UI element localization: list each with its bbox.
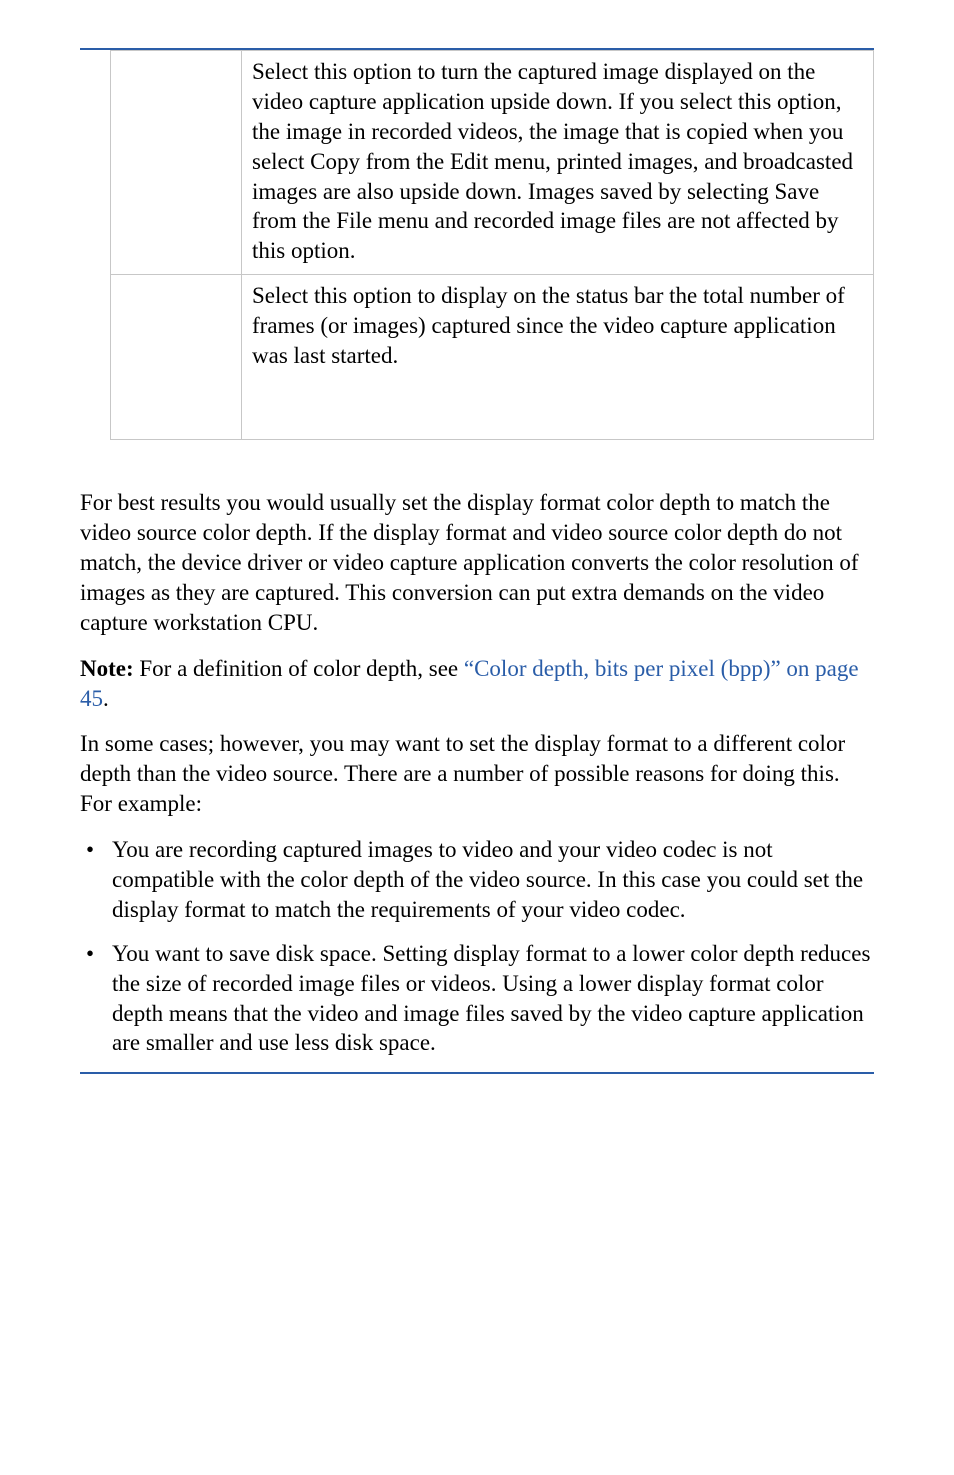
list-item: You are recording captured images to vid… [80,835,874,925]
note-text-after: . [103,686,109,711]
list-item: You want to save disk space. Setting dis… [80,939,874,1059]
table-cell-label [111,275,242,440]
page: Select this option to turn the captured … [0,0,954,1475]
bottom-rule [80,1072,874,1074]
table-row: Select this option to display on the sta… [111,275,874,440]
note-label: Note: [80,656,134,681]
note-paragraph: Note: For a definition of color depth, s… [80,654,874,714]
bullet-list: You are recording captured images to vid… [80,835,874,1058]
table-cell-desc: Select this option to turn the captured … [242,51,874,275]
paragraph: For best results you would usually set t… [80,488,874,637]
paragraph: In some cases; however, you may want to … [80,729,874,819]
table-cell-desc: Select this option to display on the sta… [242,275,874,440]
note-text-before: For a definition of color depth, see [134,656,464,681]
options-table: Select this option to turn the captured … [110,50,874,440]
table-row: Select this option to turn the captured … [111,51,874,275]
table-cell-label [111,51,242,275]
